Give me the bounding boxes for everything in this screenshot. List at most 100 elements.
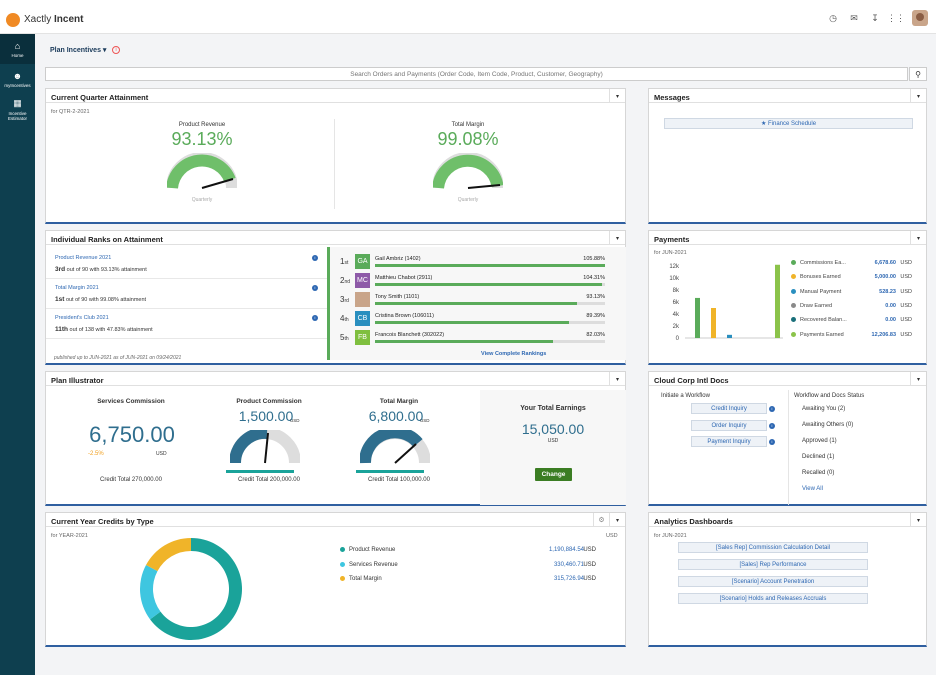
info-icon[interactable]: i xyxy=(312,315,318,321)
rank-row[interactable]: 3rd Tony Smith (1101) 93.13% xyxy=(340,292,608,308)
view-complete-rankings-link[interactable]: View Complete Rankings xyxy=(481,351,547,357)
status-awaiting-others[interactable]: Awaiting Others (0) xyxy=(802,422,854,428)
rank-group-link[interactable]: Total Margin 2021 xyxy=(55,285,99,291)
payment-value[interactable]: 0.00 xyxy=(885,302,896,309)
status-recalled[interactable]: Recalled (0) xyxy=(802,470,835,476)
sidebar-item-label: myIncentives xyxy=(4,82,31,88)
payment-value[interactable]: 0.00 xyxy=(885,317,896,324)
order-inquiry-button[interactable]: Order Inquiry xyxy=(691,420,767,431)
dashboard-link[interactable]: [Sales] Rep Performance xyxy=(678,559,868,570)
finance-schedule-link[interactable]: ★ Finance Schedule xyxy=(664,118,913,129)
status-awaiting-you[interactable]: Awaiting You (2) xyxy=(802,406,846,412)
rank-progress-bar xyxy=(375,340,605,343)
period-label: for JUN-2021 xyxy=(654,250,687,256)
rank-row[interactable]: 1st GA Gail Ambriz (1402) 105.88% xyxy=(340,254,608,270)
dashboard-link[interactable]: [Scenario] Account Penetration xyxy=(678,576,868,587)
sidebar-item-home[interactable]: ⌂ Home xyxy=(0,34,35,64)
info-icon[interactable]: i xyxy=(769,423,775,429)
rank-group-item[interactable]: Total Margin 2021 i 1st out of 90 with 9… xyxy=(46,279,327,309)
payment-bar[interactable] xyxy=(727,334,732,338)
panel-menu-button[interactable]: ▾ xyxy=(910,513,926,527)
payment-value[interactable]: 12,206.83 xyxy=(871,331,896,338)
search-button[interactable]: ⚲ xyxy=(909,67,927,81)
panel-menu-button[interactable]: ▾ xyxy=(910,89,926,103)
credit-value[interactable]: 315,726.94 xyxy=(553,576,584,582)
rank-percent: 82.03% xyxy=(586,332,605,338)
change-button[interactable]: Change xyxy=(535,468,572,481)
dashboard-link[interactable]: [Scenario] Holds and Releases Accruals xyxy=(678,593,868,604)
payment-value[interactable]: 528.23 xyxy=(879,288,896,295)
panel-menu-button[interactable]: ▾ xyxy=(910,231,926,245)
app-logo[interactable]: Xactly Incent xyxy=(24,14,84,25)
sidebar-item-incentive-estimator[interactable]: ▦ Incentive Estimator xyxy=(0,94,35,124)
home-icon: ⌂ xyxy=(14,40,21,51)
legend-dot xyxy=(791,260,796,266)
credit-value[interactable]: 1,190,884.54 xyxy=(548,547,584,553)
info-icon[interactable]: i xyxy=(312,255,318,261)
gauge-label: Total Margin xyxy=(451,122,485,128)
initiate-workflow-label: Initiate a Workflow xyxy=(661,393,710,399)
payment-bar[interactable] xyxy=(711,308,716,338)
donut-slice[interactable] xyxy=(140,564,161,620)
view-all-link[interactable]: View All xyxy=(802,486,823,492)
dashboard-link[interactable]: [Sales Rep] Commission Calculation Detai… xyxy=(678,542,868,553)
status-declined[interactable]: Declined (1) xyxy=(802,454,835,460)
payment-bar[interactable] xyxy=(775,264,780,338)
legend-dot xyxy=(791,331,796,337)
info-icon[interactable]: i xyxy=(112,46,120,54)
apps-grid-icon[interactable]: ⋮⋮ xyxy=(887,12,905,23)
rank-progress-bar xyxy=(375,264,605,267)
credit-value[interactable]: 330,460.71 xyxy=(553,561,584,568)
rank-row[interactable]: 5th FB Francois Blanchett (302022) 82.03% xyxy=(340,330,608,346)
payment-value[interactable]: 5,000.00 xyxy=(874,274,896,281)
info-icon[interactable]: i xyxy=(769,439,775,445)
gauge-sublabel: Quarterly xyxy=(191,197,213,203)
legend-dot xyxy=(340,576,345,581)
rank-group-item[interactable]: Product Revenue 2021 i 3rd out of 90 wit… xyxy=(46,249,327,279)
rank-name: Matthieu Chabot (2911) xyxy=(375,275,433,281)
product-revenue-gauge xyxy=(167,153,237,189)
sidebar-item-label: Home xyxy=(11,52,24,58)
panel-menu-button[interactable]: ▾ xyxy=(609,231,625,245)
rank-desc: out of 90 with 99.08% attainment xyxy=(65,297,147,303)
history-icon[interactable]: ◷ xyxy=(829,12,837,23)
status-approved[interactable]: Approved (1) xyxy=(802,438,837,444)
mail-icon[interactable]: ✉ xyxy=(850,12,858,23)
panel-menu-button[interactable]: ▾ xyxy=(609,513,625,527)
payment-value[interactable]: 6,678.60 xyxy=(874,260,896,266)
payment-inquiry-button[interactable]: Payment Inquiry xyxy=(691,436,767,447)
rank-progress-fill xyxy=(375,283,602,286)
info-icon[interactable]: i xyxy=(769,406,775,412)
download-icon[interactable]: ↧ xyxy=(871,12,879,23)
currency-label: USD xyxy=(583,547,596,553)
payment-bar[interactable] xyxy=(695,297,700,338)
rank-group-link[interactable]: President's Club 2021 xyxy=(55,315,109,321)
rank-group-link[interactable]: Product Revenue 2021 xyxy=(55,255,112,261)
rank-group-item[interactable]: President's Club 2021 i 11th out of 138 … xyxy=(46,309,327,339)
rank-row[interactable]: 4th CB Cristina Brown (106011) 89.39% xyxy=(340,311,608,327)
product-commission-gauge xyxy=(230,430,300,464)
panel-menu-button[interactable]: ▾ xyxy=(609,89,625,103)
donut-slice[interactable] xyxy=(146,538,191,572)
currency-label: USD xyxy=(900,331,912,338)
user-avatar[interactable] xyxy=(912,10,928,26)
credit-inquiry-button[interactable]: Credit Inquiry xyxy=(691,403,767,414)
rank-position: 3rd xyxy=(55,266,66,273)
sidebar-item-label: Incentive Estimator xyxy=(7,110,27,121)
settings-gear-icon[interactable]: ⚙ xyxy=(593,513,609,527)
payments-bar-chart: 12k 10k 8k 6k 4k 2k 0 xyxy=(669,264,783,342)
currency-label: USD xyxy=(290,418,300,423)
product-commission-value: 1,500.00 xyxy=(238,408,294,424)
calculator-icon: ▦ xyxy=(13,97,22,108)
panel-menu-button[interactable]: ▾ xyxy=(609,372,625,386)
sidebar-item-myincentives[interactable]: ☻ myIncentives xyxy=(0,64,35,94)
rank-percent: 89.39% xyxy=(586,313,605,319)
y-tick-label: 6k xyxy=(673,300,680,306)
search-input[interactable] xyxy=(46,68,907,80)
legend-dot xyxy=(791,302,796,308)
panel-menu-button[interactable]: ▾ xyxy=(910,372,926,386)
info-icon[interactable]: i xyxy=(312,285,318,291)
rank-row[interactable]: 2nd MC Matthieu Chabot (2911) 104.31% xyxy=(340,273,608,289)
payment-label: Manual Payment xyxy=(800,288,842,295)
plan-incentives-dropdown[interactable]: Plan Incentives ▾ xyxy=(50,47,107,54)
